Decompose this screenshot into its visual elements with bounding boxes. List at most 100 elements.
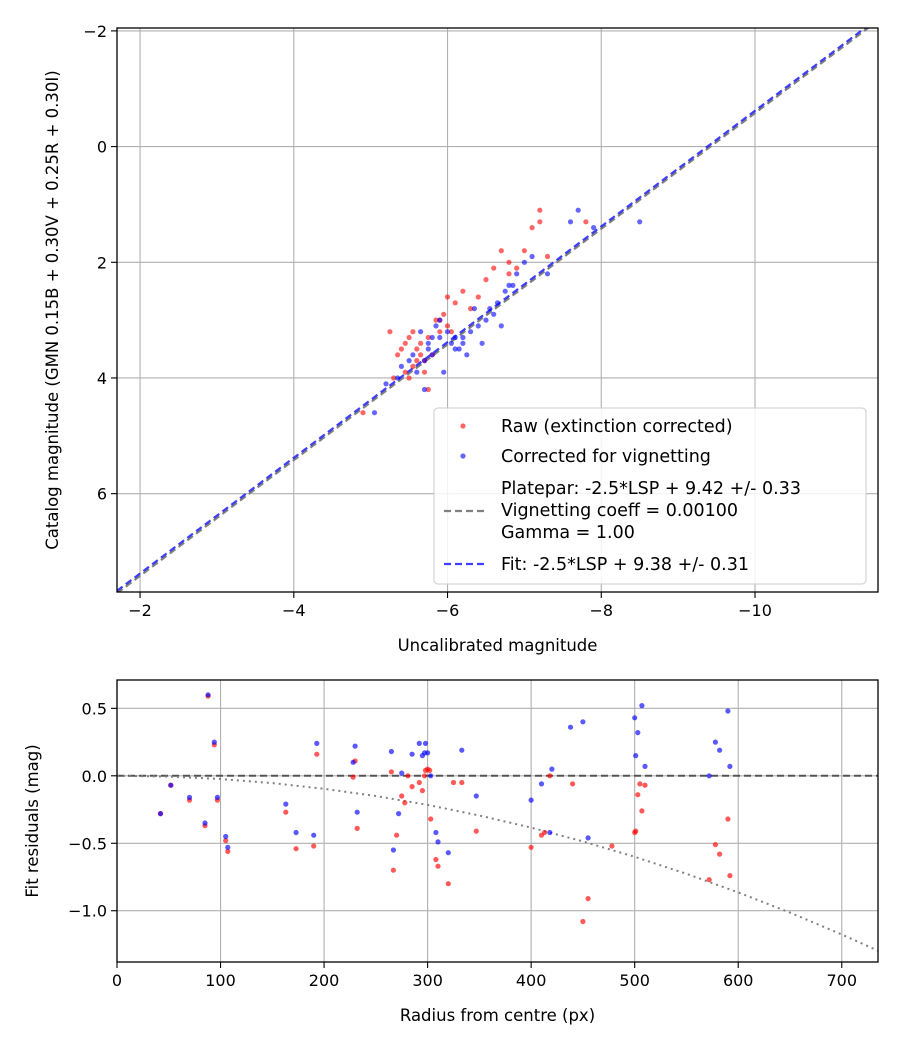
bottom-point-raw [445,881,451,887]
bottom-point-raw [293,846,299,852]
top-point-corrected [395,375,401,381]
bottom-xtick-label: 600 [723,971,754,990]
bottom-point-corrected [293,829,299,836]
bottom-point-corrected [214,794,220,801]
bottom-line-b [117,774,878,952]
top-point-raw [402,369,408,375]
bottom-point-raw [428,816,434,822]
bottom-point-raw [547,773,553,779]
bottom-point-corrected [585,835,591,841]
bottom-point-raw [542,829,548,836]
bottom-point-raw [725,816,731,822]
bottom-ytick-label: 0.0 [82,767,107,786]
top-point-raw [391,375,397,381]
bottom-point-corrected [390,847,396,853]
bottom-point-corrected [311,832,317,838]
bottom-point-corrected [632,715,638,721]
top-point-raw [483,277,489,283]
bottom-point-corrected [567,724,574,730]
top-ytick-label: 0 [97,138,107,157]
bottom-point-corrected [396,811,402,817]
top-point-corrected [398,363,404,369]
bottom-xtick-label: 500 [619,971,650,990]
bottom-point-corrected [538,781,545,787]
top-point-corrected [471,306,477,312]
top-point-raw [395,352,401,358]
top-point-raw [537,207,543,213]
bottom-point-raw [642,782,648,788]
top-point-corrected [567,219,574,225]
top-point-corrected [421,386,428,393]
bottom-point-corrected [350,759,356,765]
bottom-point-corrected [473,793,479,799]
bottom-ytick-label: −0.5 [68,834,107,853]
top-ytick-label: 4 [97,369,107,388]
top-point-raw [506,259,512,265]
legend-raw-marker [460,423,466,429]
top-point-corrected [421,358,428,364]
legend-corrected-label: Corrected for vignetting [501,447,711,467]
top-x-axis-label: Uncalibrated magnitude [398,636,598,655]
top-xtick-label: −6 [436,601,460,620]
bottom-xtick-label: 100 [205,971,236,990]
bottom-point-raw [435,863,441,869]
top-point-corrected [498,323,504,329]
top-point-raw [414,346,420,352]
top-point-raw [425,334,431,341]
top-point-corrected [410,352,416,358]
top-point-corrected [452,334,458,341]
top-point-corrected [441,369,447,375]
top-point-corrected [406,358,412,364]
bottom-panel: 0 100 200 300 400 500 600 700 −1.0 −0.5 0.0 0.5 Radi… [23,679,879,1025]
top-point-raw [414,358,420,364]
top-point-raw [468,306,474,312]
top-point-corrected [429,334,435,341]
bottom-point-corrected [225,844,231,850]
bottom-point-raw [388,769,394,775]
bottom-point-corrected [725,708,731,714]
top-point-corrected [448,340,454,346]
bottom-point-corrected [409,751,415,757]
top-point-corrected [479,340,485,346]
bottom-xtick-label: 0 [112,971,122,990]
bottom-point-raw [459,779,465,786]
bottom-point-raw [311,843,317,849]
top-point-corrected [510,282,516,288]
bottom-point-corrected [314,740,320,747]
legend: Raw (extinction corrected) Corrected for … [433,407,867,585]
top-point-raw [425,386,431,393]
bottom-point-corrected [642,763,648,770]
top-point-corrected [575,207,581,213]
bottom-point-raw [609,843,615,849]
top-point-raw [406,334,412,341]
top-point-corrected [383,381,389,387]
bottom-point-corrected [157,811,164,817]
legend-platepar-label: Platepar: -2.5*LSP + 9.42 +/- 0.33 [501,479,801,499]
bottom-point-corrected [205,692,211,698]
bottom-points [157,692,733,925]
bottom-point-corrected [706,773,712,779]
bottom-point-corrected [388,748,394,755]
top-xtick-label: −4 [282,601,306,620]
bottom-point-corrected [528,797,534,803]
bottom-point-raw [570,781,576,787]
bottom-point-raw [427,767,433,774]
top-point-corrected [418,329,424,335]
bottom-point-raw [421,773,428,779]
bottom-axes-frame [116,679,879,963]
top-points [360,207,643,416]
legend-raw-label: Raw (extinction corrected) [501,417,733,437]
top-point-corrected [437,334,443,341]
top-point-corrected [414,369,420,375]
top-point-corrected [437,317,443,323]
top-line-a [117,28,870,592]
legend-gamma-label: Gamma = 1.00 [501,523,635,543]
bottom-point-raw [283,809,289,815]
top-point-raw [448,329,454,335]
bottom-point-raw [637,781,643,787]
bottom-point-corrected [445,850,451,856]
top-point-corrected [371,410,378,416]
bottom-x-axis-label: Radius from centre (px) [400,1006,595,1025]
bottom-point-corrected [635,730,641,736]
